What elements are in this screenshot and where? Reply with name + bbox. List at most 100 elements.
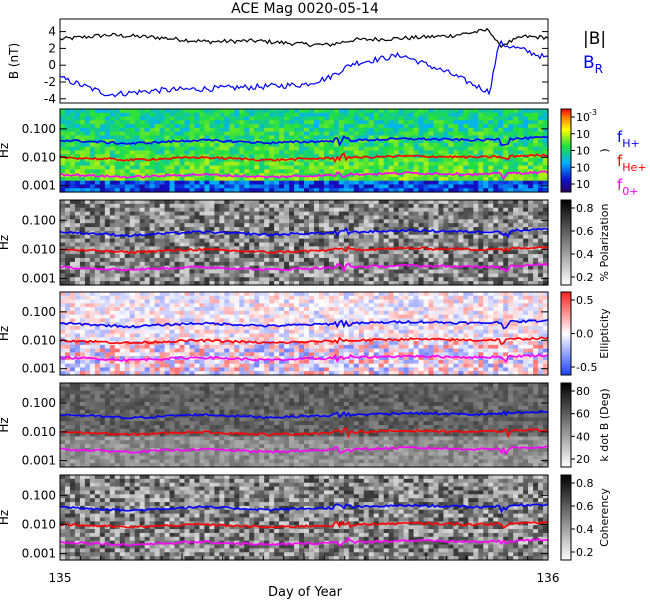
heatmap-cell <box>513 184 519 188</box>
heatmap-cell <box>369 277 375 281</box>
heatmap-cell <box>140 181 146 185</box>
heatmap-cell <box>349 147 355 151</box>
heatmap-cell <box>284 307 290 311</box>
heatmap-cell <box>184 208 190 212</box>
heatmap-cell <box>294 208 300 212</box>
heatmap-cell <box>80 258 86 262</box>
heatmap-cell <box>234 270 240 274</box>
heatmap-cell <box>458 243 464 247</box>
heatmap-cell <box>160 303 166 307</box>
heatmap-cell <box>384 158 390 162</box>
heatmap-cell <box>70 277 76 281</box>
heatmap-cell <box>399 143 405 147</box>
heatmap-cell <box>349 117 355 121</box>
heatmap-cell <box>364 311 370 315</box>
colorbar-tick-label: 0.6 <box>576 225 594 238</box>
heatmap-cell <box>523 270 529 274</box>
heatmap-cell <box>80 277 86 281</box>
heatmap-cell <box>155 223 161 227</box>
heatmap-cell <box>180 235 186 239</box>
heatmap-cell <box>453 254 459 258</box>
heatmap-cell <box>60 223 66 227</box>
heatmap-cell <box>150 246 156 250</box>
heatmap-cell <box>359 204 365 208</box>
heatmap-cell <box>523 184 529 188</box>
heatmap-cell <box>135 219 141 223</box>
heatmap-cell <box>90 162 96 166</box>
heatmap-cell <box>473 296 479 300</box>
heatmap-cell <box>289 208 295 212</box>
heatmap-cell <box>508 204 514 208</box>
heatmap-cell <box>319 128 325 132</box>
heatmap-cell <box>448 132 454 136</box>
heatmap-cell <box>359 181 365 185</box>
heatmap-cell <box>180 212 186 216</box>
heatmap-cell <box>463 166 469 170</box>
heatmap-cell <box>339 124 345 128</box>
heatmap-cell <box>503 113 509 117</box>
heatmap-cell <box>374 311 380 315</box>
heatmap-cell <box>324 162 330 166</box>
heatmap-cell <box>189 124 195 128</box>
heatmap-cell <box>85 162 91 166</box>
heatmap-cell <box>409 223 415 227</box>
heatmap-cell <box>379 292 385 296</box>
heatmap-cell <box>394 200 400 204</box>
heatmap-cell <box>463 235 469 239</box>
heatmap-cell <box>160 184 166 188</box>
heatmap-cell <box>165 128 171 132</box>
heatmap-cell <box>95 258 101 262</box>
heatmap-cell <box>438 300 444 304</box>
heatmap-cell <box>354 184 360 188</box>
heatmap-cell <box>269 277 275 281</box>
heatmap-cell <box>264 184 270 188</box>
heatmap-cell <box>483 208 489 212</box>
heatmap-cell <box>209 262 215 266</box>
heatmap-cell <box>209 166 215 170</box>
heatmap-cell <box>369 208 375 212</box>
heatmap-cell <box>424 311 430 315</box>
heatmap-cell <box>463 200 469 204</box>
heatmap-cell <box>523 258 529 262</box>
heatmap-cell <box>324 277 330 281</box>
heatmap-cell <box>354 109 360 113</box>
heatmap-cell <box>284 128 290 132</box>
heatmap-cell <box>433 200 439 204</box>
heatmap-cell <box>160 292 166 296</box>
heatmap-cell <box>324 215 330 219</box>
heatmap-cell <box>284 311 290 315</box>
heatmap-cell <box>508 128 514 132</box>
heatmap-cell <box>533 181 539 185</box>
heatmap-cell <box>384 200 390 204</box>
heatmap-cell <box>264 243 270 247</box>
heatmap-cell <box>105 132 111 136</box>
heatmap-cell <box>155 120 161 124</box>
heatmap-cell <box>189 212 195 216</box>
heatmap-cell <box>488 204 494 208</box>
heatmap-cell <box>229 307 235 311</box>
heatmap-cell <box>175 277 181 281</box>
heatmap-cell <box>324 223 330 227</box>
heatmap-cell <box>180 128 186 132</box>
heatmap-cell <box>344 117 350 121</box>
heatmap-cell <box>155 166 161 170</box>
heatmap-cell <box>165 300 171 304</box>
heatmap-cell <box>150 307 156 311</box>
heatmap-cell <box>483 254 489 258</box>
heatmap-cell <box>354 243 360 247</box>
heatmap-cell <box>518 143 524 147</box>
heatmap-cell <box>458 151 464 155</box>
heatmap-cell <box>194 151 200 155</box>
heatmap-cell <box>110 311 116 315</box>
heatmap-cell <box>414 147 420 151</box>
heatmap-cell <box>428 166 434 170</box>
heatmap-cell <box>324 113 330 117</box>
heatmap-cell <box>503 124 509 128</box>
heatmap-cell <box>175 143 181 147</box>
heatmap-cell <box>150 215 156 219</box>
heatmap-cell <box>354 208 360 212</box>
heatmap-cell <box>314 243 320 247</box>
heatmap-cell <box>254 303 260 307</box>
heatmap-cell <box>239 311 245 315</box>
heatmap-cell <box>329 124 335 128</box>
